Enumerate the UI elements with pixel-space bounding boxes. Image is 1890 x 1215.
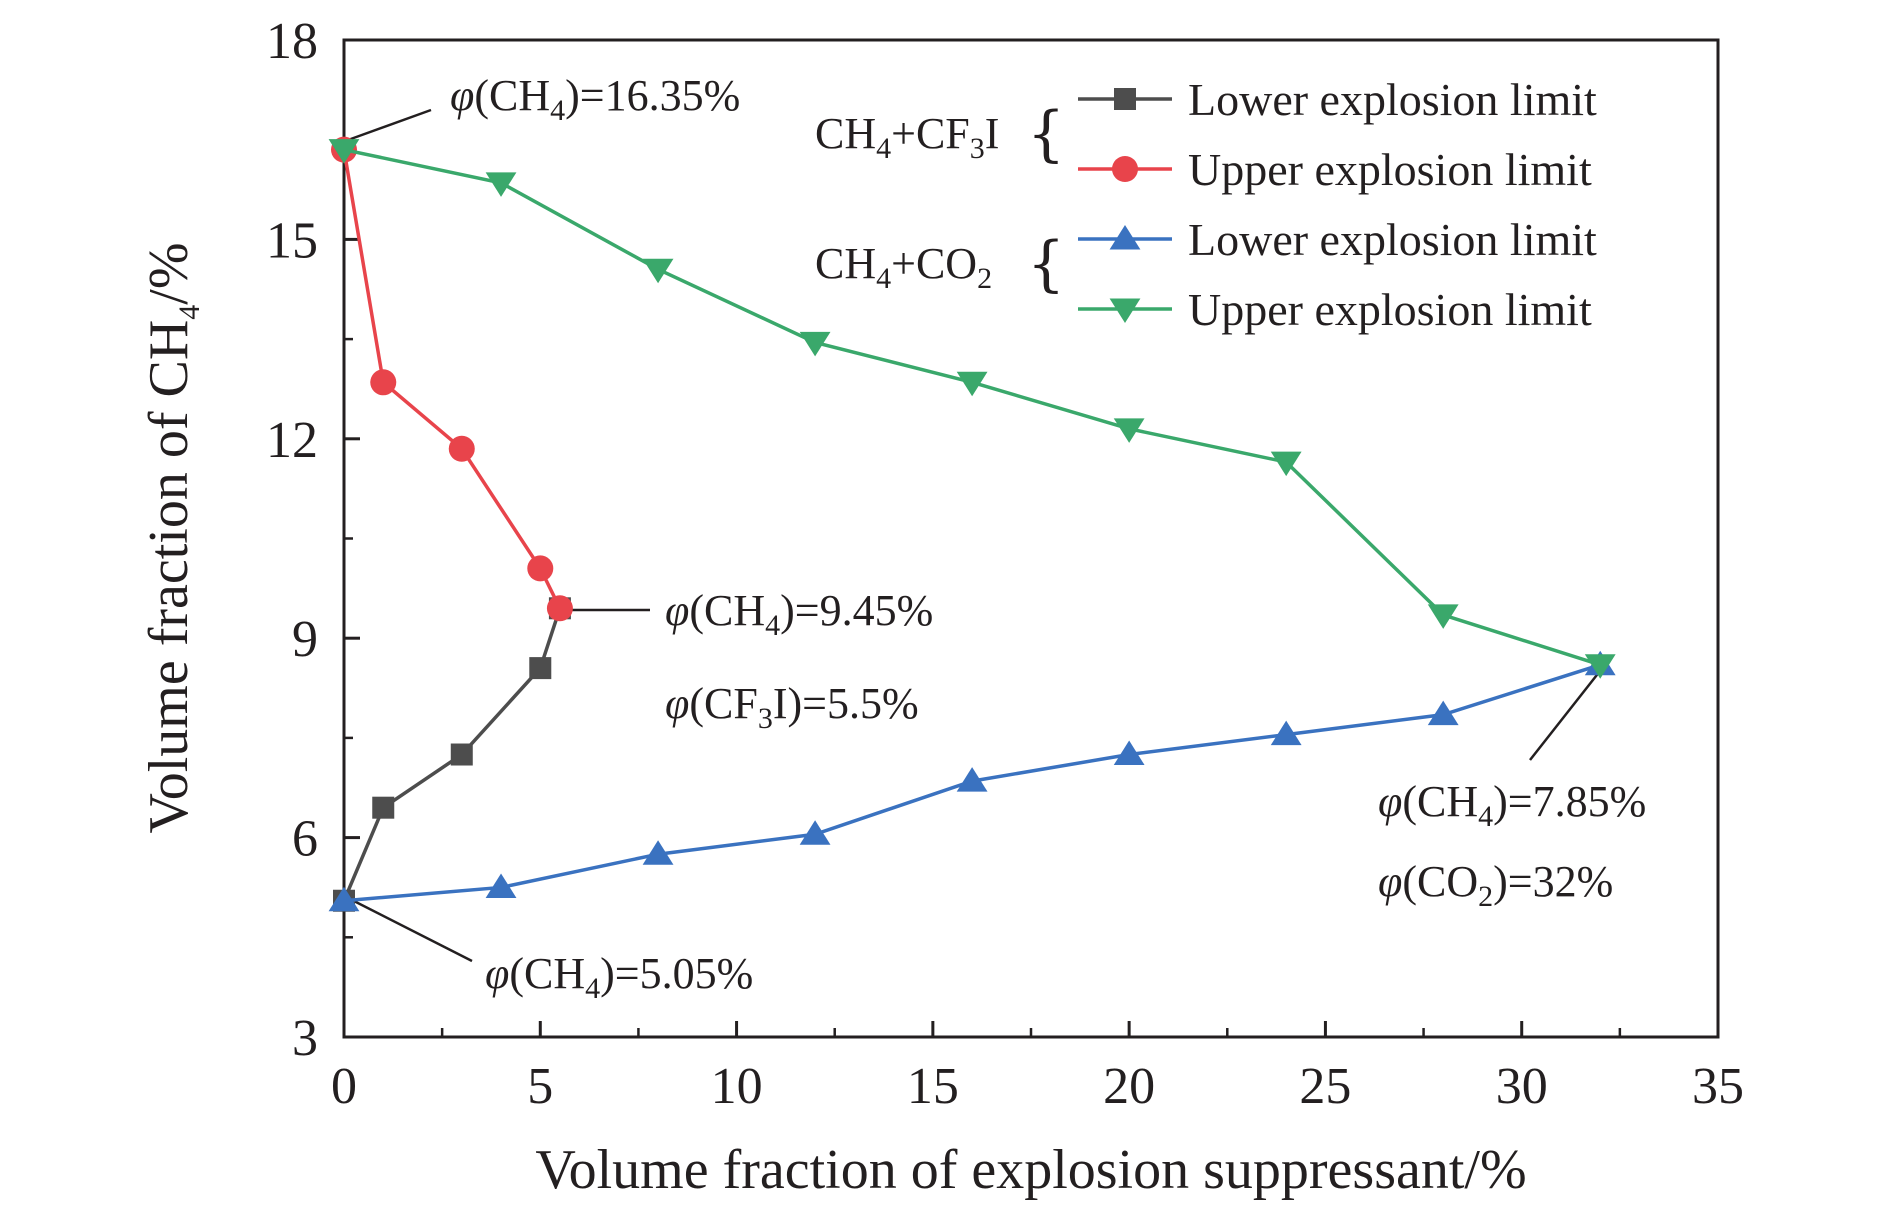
data-point	[529, 657, 552, 680]
data-point	[1270, 720, 1302, 746]
data-point	[642, 840, 674, 865]
legend-item-3: Upper explosion limit	[1078, 284, 1592, 335]
y-tick-label: 12	[266, 412, 318, 469]
x-tick-label: 35	[1692, 1058, 1744, 1115]
annotation-label: φ(CF3I)=5.5%	[665, 679, 919, 735]
leader-line-7-85	[1529, 670, 1601, 761]
annotation-label: φ(CO2)=32%	[1378, 857, 1613, 913]
legend-group-brace: {	[1027, 99, 1065, 169]
y-axis-title: Volume fraction of CH4/%	[138, 243, 206, 834]
data-point	[1113, 740, 1145, 766]
legend-swatch-marker	[1109, 298, 1141, 323]
data-point	[328, 139, 360, 164]
data-point	[956, 371, 988, 397]
legend-label: Upper explosion limit	[1188, 144, 1592, 195]
x-tick-label: 15	[907, 1058, 959, 1115]
y-tick-label: 15	[266, 212, 318, 269]
data-point	[370, 369, 397, 396]
y-tick-labels: 3 6 9 12 15 18	[266, 13, 318, 1067]
legend-swatch-marker	[1109, 225, 1141, 250]
data-point	[485, 172, 517, 197]
legend: Lower explosion limit Upper explosion lim…	[815, 74, 1597, 335]
series-0	[333, 597, 571, 912]
data-point	[799, 820, 831, 845]
series-3	[328, 139, 1616, 679]
y-tick-label: 9	[292, 611, 318, 668]
x-tick-label: 25	[1299, 1058, 1351, 1115]
leader-line-16-35	[347, 108, 432, 142]
x-tick-label: 5	[527, 1058, 553, 1115]
legend-group-brace: {	[1027, 229, 1065, 299]
legend-group-label: CH4+CF3I	[815, 109, 999, 165]
data-point	[546, 595, 573, 622]
x-tick-label: 10	[711, 1058, 763, 1115]
data-point	[799, 331, 831, 357]
leader-line-5-05	[347, 896, 473, 963]
legend-swatch-marker	[1114, 88, 1136, 110]
data-point	[1584, 654, 1616, 679]
data-point	[328, 886, 360, 912]
legend-group-label: CH4+CO2	[815, 239, 992, 295]
legend-label: Upper explosion limit	[1188, 284, 1592, 335]
y-tick-label: 18	[266, 13, 318, 70]
y-tick-label: 3	[292, 1010, 318, 1067]
legend-swatch-marker	[1112, 156, 1138, 182]
data-point	[527, 555, 554, 582]
series-1	[331, 136, 573, 622]
series-2	[328, 650, 1616, 912]
data-point	[956, 767, 988, 792]
x-axis-title: Volume fraction of explosion suppressant…	[535, 1139, 1526, 1201]
x-tick-label: 30	[1496, 1058, 1548, 1115]
data-point	[642, 258, 674, 284]
data-point	[1427, 604, 1459, 629]
x-tick-label: 20	[1103, 1058, 1155, 1115]
x-tick-label: 0	[331, 1058, 357, 1115]
annotation-label: φ(CH4)=9.45%	[665, 586, 933, 642]
data-point	[448, 435, 475, 462]
annotation-label: φ(CH4)=5.05%	[485, 949, 753, 1005]
annotations: φ(CH4)=16.35% φ(CH4)=9.45% φ(CF3I)=5.5% φ(C…	[450, 71, 1646, 1005]
series-layer	[328, 136, 1616, 912]
data-point	[372, 796, 395, 819]
legend-item-2: Lower explosion limit	[1078, 214, 1597, 265]
data-point	[485, 873, 517, 898]
legend-item-0: Lower explosion limit	[1078, 74, 1597, 125]
data-point	[1113, 418, 1145, 443]
legend-label: Lower explosion limit	[1188, 74, 1597, 125]
axis-ticks	[342, 38, 1720, 1039]
data-point	[1427, 700, 1459, 726]
y-tick-label: 6	[292, 811, 318, 868]
data-point	[450, 743, 473, 766]
annotation-leader-lines	[347, 108, 1601, 963]
legend-item-1: Upper explosion limit	[1078, 144, 1592, 195]
x-tick-labels: 0 5 10 15 20 25 30 35	[331, 1058, 1744, 1115]
annotation-label: φ(CH4)=16.35%	[450, 71, 740, 127]
legend-label: Lower explosion limit	[1188, 214, 1597, 265]
annotation-label: φ(CH4)=7.85%	[1378, 777, 1646, 833]
data-point	[1270, 451, 1302, 477]
